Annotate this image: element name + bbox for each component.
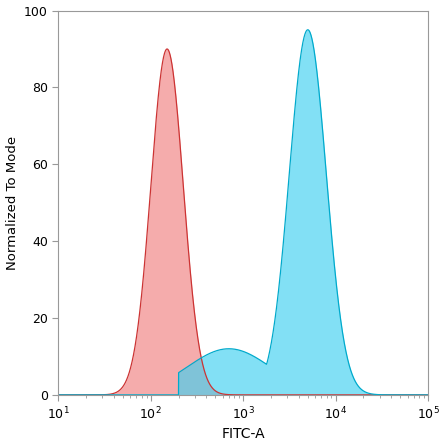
X-axis label: FITC-A: FITC-A (222, 427, 265, 442)
Y-axis label: Normalized To Mode: Normalized To Mode (5, 135, 19, 270)
